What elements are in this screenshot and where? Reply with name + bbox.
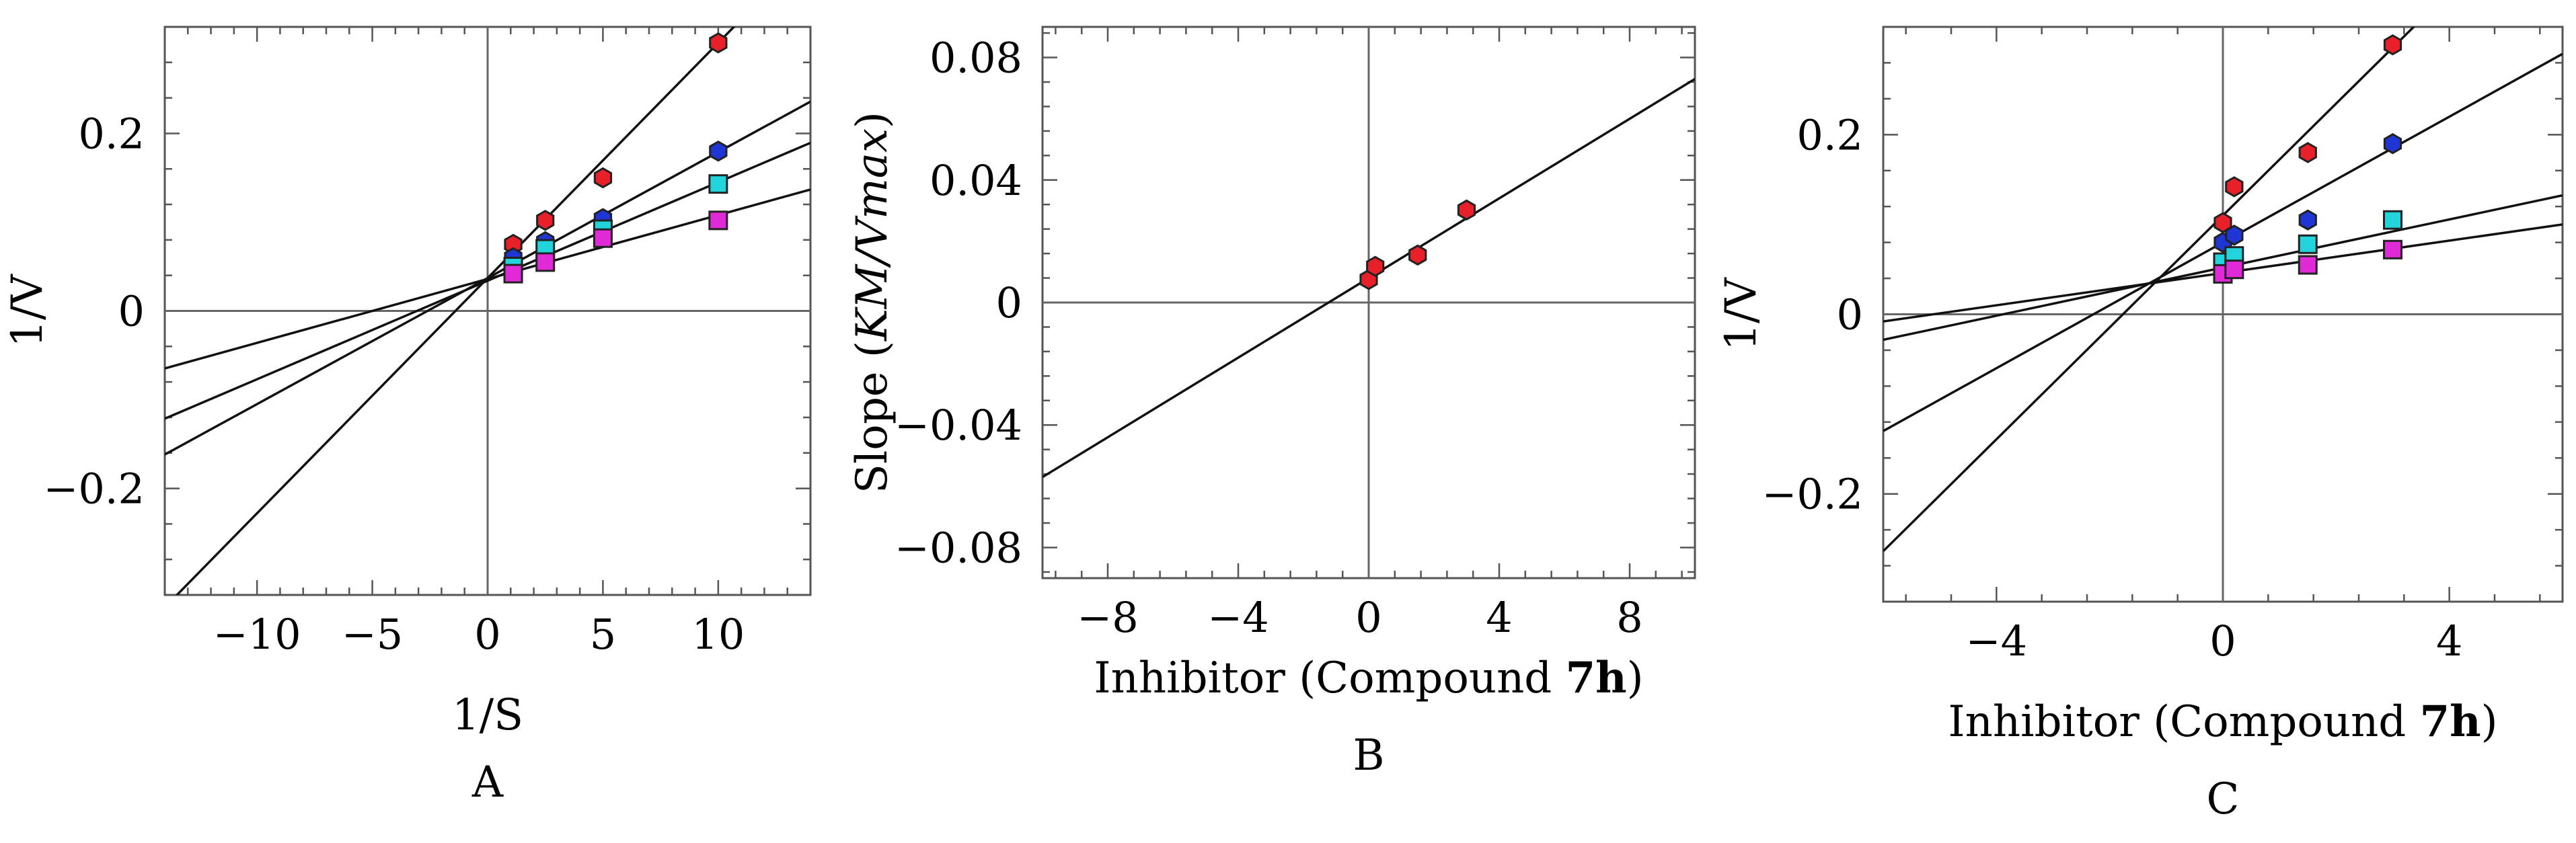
y-tick-label: 0.04 [930,156,1022,205]
x-axis-label: Inhibitor (Compound 7h) [1948,696,2497,747]
data-point-square [708,210,728,231]
panel-label: A [471,758,504,807]
x-axis-label: 1/S [452,690,523,740]
y-tick-label: −0.04 [895,401,1022,450]
panel-label: C [2207,774,2240,824]
y-axis-label: Slope (KM/Vmax) [847,112,897,493]
data-point-hexagon [2383,34,2402,56]
data-point-hexagon [2298,142,2317,163]
data-point-square [2383,239,2402,259]
x-tick-label: 0 [2209,616,2236,666]
x-axis-label: Inhibitor (Compound 7h) [1094,653,1643,703]
x-tick-label: −4 [1966,616,2027,666]
data-point-square [2298,255,2318,275]
x-tick-label: 4 [1486,593,1512,642]
y-axis-label: 1/V [1716,276,1766,350]
y-tick-label: −0.2 [43,465,145,514]
data-point-square [2298,234,2318,254]
data-point-hexagon [2225,176,2244,198]
data-point-hexagon [1457,199,1476,221]
y-tick-label: 0 [996,278,1022,327]
x-tick-label: 0 [1355,593,1381,642]
chart-panel-b: −8 −4 0 4 8 −0.08 −0.04 0 0.04 0.08 Inhibitor (Com… [847,26,1696,780]
x-tick-label: −5 [342,610,403,659]
data-point-hexagon [2225,225,2244,246]
fit-line-3 [165,141,810,420]
y-tick-label: 0.2 [1796,110,1863,159]
chart-panel-a: −10 −5 0 5 10 −0.2 0 0.2 1/S 1/V A [3,26,812,807]
x-tick-label: −8 [1077,593,1138,642]
x-tick-label: −4 [1207,593,1268,642]
data-point-square [708,174,728,194]
data-point-square [2383,210,2402,230]
y-tick-label: −0.2 [1761,470,1863,519]
chart-panel-c: −4 0 4 −0.2 0 0.2 Inhibitor (Compound 7h) 1/V C [1716,26,2564,824]
panel-label: B [1353,731,1384,780]
y-axis-label: 1/V [3,273,52,347]
x-tick-label: 5 [590,610,616,659]
data-point-square [535,252,556,272]
y-tick-label: 0.2 [78,109,145,158]
x-tick-label: 4 [2436,616,2462,666]
data-point-hexagon [593,167,613,189]
y-tick-label: 0 [1837,290,1863,339]
data-point-hexagon [2298,209,2317,231]
y-tick-label: 0.08 [930,34,1022,83]
data-point-hexagon [709,140,728,162]
x-tick-label: 8 [1616,593,1642,642]
data-point-hexagon [536,210,555,231]
data-point-hexagon [1366,255,1385,277]
data-point-hexagon [2383,132,2402,155]
y-tick-label: 0 [118,287,145,336]
x-tick-label: 0 [474,610,500,659]
fit-lines [165,27,810,595]
x-tick-label: −10 [213,610,301,659]
y-tick-label: −0.08 [895,523,1022,572]
fit-line-4 [165,188,810,370]
data-point-hexagon [1408,244,1427,266]
data-point-square [593,228,613,248]
data-point-hexagon [709,32,728,54]
data-point-square [2224,259,2244,280]
data-point-square [503,264,523,284]
x-tick-label: 10 [691,610,745,659]
